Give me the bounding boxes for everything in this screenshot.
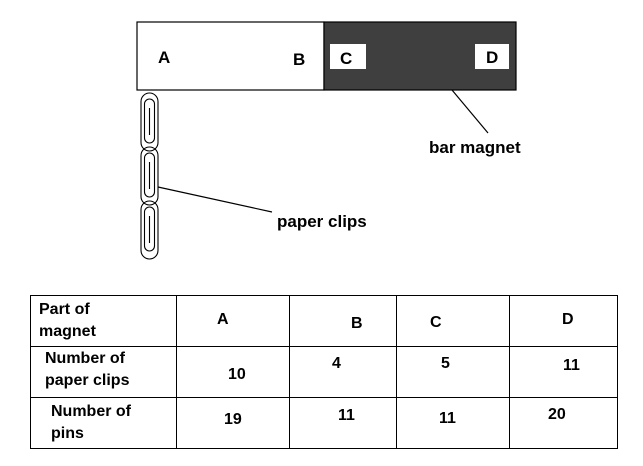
value-paper-clips-a: 10: [228, 366, 246, 383]
bar-magnet-pointer: [451, 89, 489, 134]
paper-clip-chain: [140, 92, 159, 260]
magnet-left-half: [136, 21, 325, 91]
table-row-paper-clips: Number of paper clips 10 4 5 11: [30, 346, 618, 398]
cell-paper-clips-b: 4: [289, 346, 397, 398]
header-cell-a: A: [176, 295, 290, 347]
paper-clips-caption: paper clips: [277, 212, 367, 231]
row-label-cell-pins: Number of pins: [30, 397, 177, 449]
header-cell-c: C: [396, 295, 510, 347]
table-row-pins: Number of pins 19 11 11 20: [30, 397, 618, 449]
cell-pins-a: 19: [176, 397, 290, 449]
header-cell-part-of-magnet: Part of magnet: [30, 295, 177, 347]
header-label-d: D: [562, 311, 574, 328]
value-pins-d: 20: [548, 406, 566, 423]
results-table: Part of magnet A B C D Number of p: [30, 295, 618, 449]
row-label-pins: Number of pins: [51, 403, 131, 442]
header-label-b: B: [351, 315, 363, 332]
header-label-a: A: [217, 311, 229, 328]
value-paper-clips-b: 4: [332, 355, 341, 372]
cell-paper-clips-a: 10: [176, 346, 290, 398]
value-pins-a: 19: [224, 411, 242, 428]
value-pins-c: 11: [439, 410, 456, 427]
cell-pins-c: 11: [396, 397, 510, 449]
pole-label-a: A: [158, 48, 170, 67]
magnet-diagram: A B C D bar magnet paper clips: [136, 21, 521, 260]
paper-clip-1: [140, 92, 159, 152]
table-header-row: Part of magnet A B C D: [30, 295, 618, 347]
paper-clip-2: [140, 146, 159, 206]
pole-c-label-box: [330, 44, 366, 69]
row-label-paper-clips: Number of paper clips: [45, 350, 130, 389]
pole-label-c: C: [340, 49, 352, 68]
cell-pins-b: 11: [289, 397, 397, 449]
pole-label-b: B: [293, 50, 305, 69]
value-paper-clips-d: 11: [563, 357, 580, 374]
cell-paper-clips-c: 5: [396, 346, 510, 398]
header-cell-d: D: [509, 295, 618, 347]
cell-paper-clips-d: 11: [509, 346, 618, 398]
pole-label-d: D: [486, 48, 498, 67]
pole-d-label-box: [475, 44, 509, 69]
value-pins-b: 11: [338, 407, 355, 424]
value-paper-clips-c: 5: [441, 355, 450, 372]
cell-pins-d: 20: [509, 397, 618, 449]
row-label-cell-paper-clips: Number of paper clips: [30, 346, 177, 398]
header-label-c: C: [430, 314, 442, 331]
header-cell-b: B: [289, 295, 397, 347]
header-label-part-of-magnet: Part of magnet: [39, 301, 96, 340]
paper-clip-3: [140, 200, 159, 260]
bar-magnet-caption: bar magnet: [429, 138, 521, 157]
paper-clips-pointer: [157, 186, 273, 213]
